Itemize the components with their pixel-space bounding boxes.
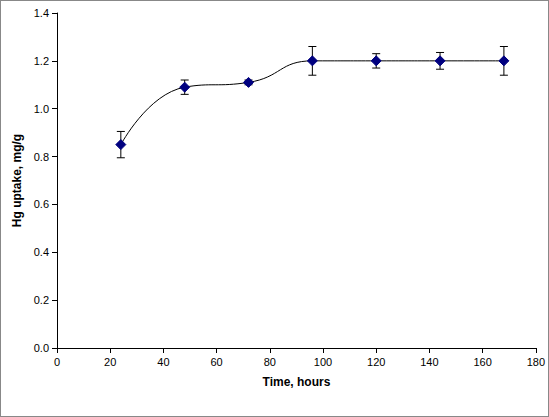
svg-text:120: 120 — [367, 356, 385, 368]
svg-text:0.4: 0.4 — [34, 246, 49, 258]
svg-text:60: 60 — [210, 356, 222, 368]
svg-text:1.0: 1.0 — [34, 103, 49, 115]
svg-text:0.6: 0.6 — [34, 198, 49, 210]
svg-text:100: 100 — [314, 356, 332, 368]
svg-text:0: 0 — [54, 356, 60, 368]
svg-text:0.8: 0.8 — [34, 151, 49, 163]
svg-text:180: 180 — [527, 356, 545, 368]
svg-text:0.2: 0.2 — [34, 294, 49, 306]
svg-text:1.4: 1.4 — [34, 7, 49, 19]
svg-text:140: 140 — [420, 356, 438, 368]
svg-text:160: 160 — [473, 356, 491, 368]
svg-text:20: 20 — [104, 356, 116, 368]
svg-text:40: 40 — [157, 356, 169, 368]
svg-text:Hg uptake, mg/g: Hg uptake, mg/g — [10, 134, 24, 227]
svg-text:80: 80 — [264, 356, 276, 368]
svg-text:1.2: 1.2 — [34, 55, 49, 67]
svg-text:Time, hours: Time, hours — [263, 375, 331, 389]
svg-text:0.0: 0.0 — [34, 342, 49, 354]
